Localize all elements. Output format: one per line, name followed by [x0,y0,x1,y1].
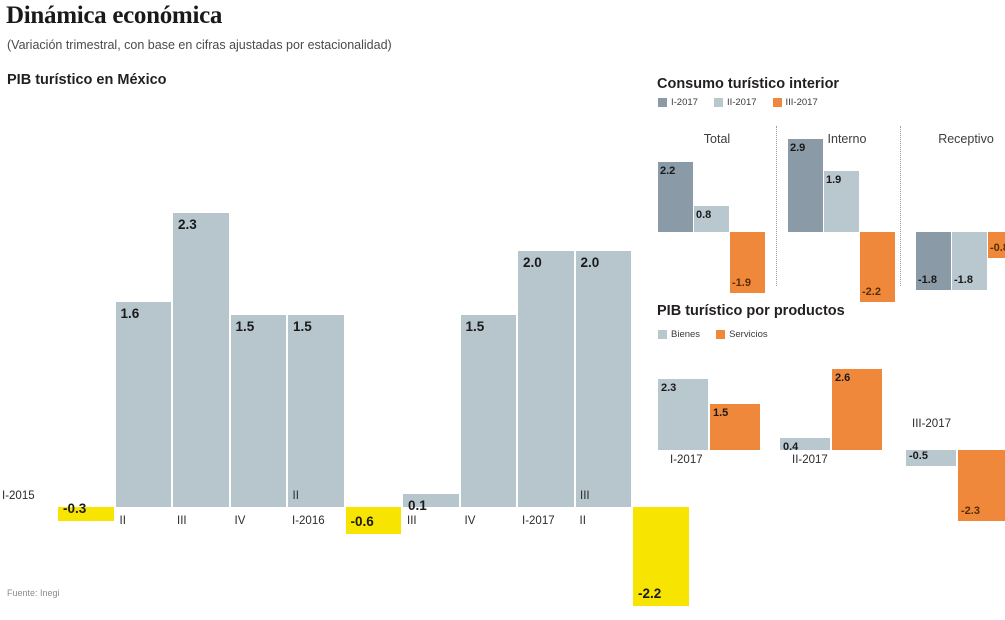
category-label: IV [464,515,476,527]
bar-iii-2017-servicios [958,450,1005,522]
bar-value-label: 0.8 [696,209,712,222]
consumo-plot-area: Total 2.2 0.8 -1.9 Interno 2.9 1.9 -2.2 Receptiv… [650,120,1005,303]
legend-label: II-2017 [726,97,757,108]
category-label: II [292,490,299,502]
bar-i-2017-8 [517,251,575,507]
bar-i-2017-servicios [710,403,760,450]
bar-receptivo-i-2017 [916,232,951,290]
bar-value-label: 1.9 [826,174,842,187]
bar-value-label: -0.6 [350,514,374,529]
legend-item-servicios: Servicios [716,329,768,340]
category-label: I-2015 [2,490,35,502]
bar-value-label: -2.2 [638,586,662,601]
bar-value-label: 1.5 [235,319,255,334]
source-note: Fuente: Inegi [7,588,60,598]
bar-value-label: 1.5 [293,319,312,334]
bar-value-label: 2.9 [790,142,806,155]
bar-total-i-2017 [658,161,693,232]
chart-plot-area: -0.3 I-2015 1.6 II 2.3 III 1.5 IV 1.5 I-2016 -0.6 I… [0,96,690,620]
bar-value-label: 2.2 [660,164,676,177]
legend-item-bienes: Bienes [658,329,700,340]
legend-label: I-2017 [671,97,698,108]
bar-value-label: -0.5 [909,449,928,462]
bar-value-label: -1.8 [954,273,973,286]
group-label-receptivo: Receptivo [938,132,994,146]
page-title: Dinámica económica [6,2,223,29]
legend-consumo: I-2017 II-2017 III-2017 [658,97,834,108]
bar-interno-ii-2017 [824,171,859,232]
bar-iii-6 [402,494,460,507]
bar-ii-2017-servicios [832,369,882,450]
category-label: I-2017 [522,515,555,527]
group-separator-0 [776,126,777,286]
bar-value-label: -0.8 [990,241,1005,254]
group-label-ii-2017: II-2017 [792,454,828,466]
group-label-total: Total [703,132,731,146]
legend-item-i-2017: I-2017 [658,97,698,108]
bar-value-label: 1.6 [120,306,140,322]
bar-value-label: 0.4 [783,440,799,453]
legend-swatch-icon [658,330,667,339]
bar-ii-5 [344,507,402,534]
category-label: II [119,515,126,527]
chart-title-consumo: Consumo turístico interior [657,76,840,92]
chart-title-productos: PIB turístico por productos [657,303,845,319]
chart-pib-turistico-mexico: -0.3 I-2015 1.6 II 2.3 III 1.5 IV 1.5 I-2016 -0.6 I… [0,96,690,620]
bar-value-label: -1.9 [732,276,751,289]
legend-item-iii-2017: III-2017 [772,97,818,108]
legend-swatch-icon [658,98,667,107]
bar-ii-1 [114,302,172,507]
legend-label: Bienes [671,329,701,340]
legend-productos: Bienes Servicios [658,329,784,340]
bar-i-2017-bienes [658,378,708,450]
bar-i-2016-4 [287,315,345,507]
group-label-i-2017: I-2017 [670,454,703,466]
bar-ii-2017-bienes [780,437,830,450]
bar-receptivo-iii-2017 [988,232,1005,258]
bar-value-label: -2.2 [862,286,881,299]
bar-iii-2 [172,212,230,507]
bar-value-label: 2.6 [835,372,851,385]
productos-plot-area: 2.3 1.5 I-2017 0.4 2.6 II-2017 -0.5 -2.3 III-201… [650,350,1005,522]
bar-value-label: -0.3 [63,500,87,516]
bar-total-ii-2017 [694,206,729,232]
bar-iv-3 [229,315,287,507]
bar-value-label: 2.0 [580,255,600,270]
legend-label: Servicios [729,329,768,340]
legend-swatch-icon [772,98,782,107]
bar-ii-9 [574,251,632,507]
bar-value-label: 2.3 [178,216,197,232]
category-label: III [177,515,187,527]
page-subtitle: (Variación trimestral, con base en cifra… [7,38,392,52]
group-label-iii-2017: III-2017 [912,418,951,430]
legend-item-ii-2017: II-2017 [713,97,757,108]
bar-value-label: 1.5 [713,406,729,419]
category-label: IV [234,515,246,527]
category-label: I-2016 [292,515,325,527]
legend-swatch-icon [716,330,726,339]
bar-value-label: 1.5 [465,319,485,334]
bar-i-2015-0 [57,507,115,521]
category-label: III [580,490,590,502]
legend-label: III-2017 [785,97,818,108]
bar-value-label: 2.3 [661,381,677,394]
bar-value-label: 2.0 [523,255,542,270]
category-label: II [579,515,586,527]
legend-swatch-icon [713,98,723,107]
group-separator-1 [900,126,901,286]
bar-iv-7 [459,315,517,507]
bar-interno-iii-2017 [860,232,895,303]
category-label: III [407,515,417,527]
bar-value-label: 0.1 [408,498,427,514]
bar-interno-i-2017 [788,139,823,232]
bar-iii-10 [632,507,690,606]
group-label-interno: Interno [827,132,867,146]
bar-total-iii-2017 [730,232,765,293]
bar-iii-2017-bienes [906,450,956,466]
bar-receptivo-ii-2017 [952,232,987,290]
bar-value-label: -2.3 [961,505,980,518]
chart-title-pib-mexico: PIB turístico en México [7,72,167,88]
bar-value-label: -1.8 [918,273,937,286]
